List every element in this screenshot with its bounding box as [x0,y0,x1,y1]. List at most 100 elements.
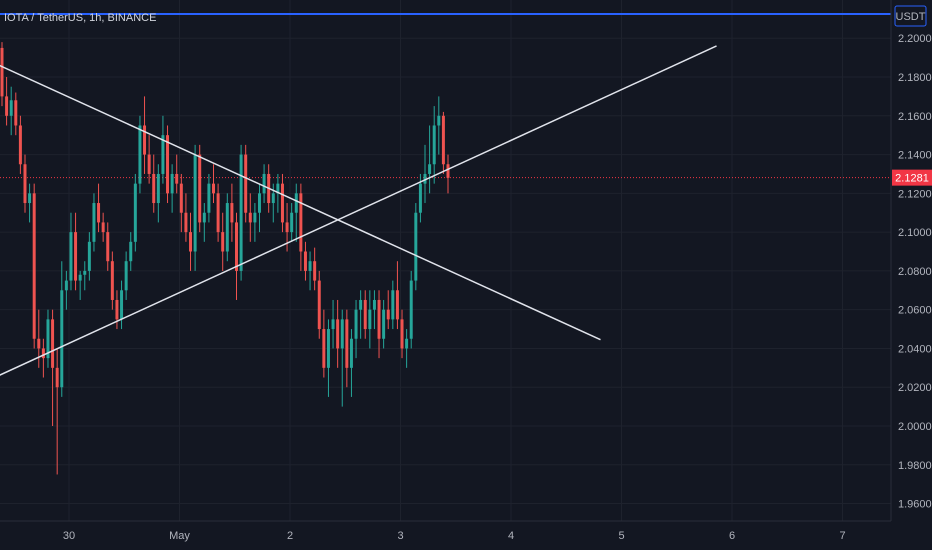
candle[interactable] [32,183,36,349]
candle[interactable] [326,319,330,397]
candle[interactable] [189,212,193,271]
candle[interactable] [409,270,413,349]
candle[interactable] [317,270,321,339]
candle[interactable] [147,135,151,184]
candle[interactable] [423,144,427,204]
candle[interactable] [313,247,317,291]
candle[interactable] [437,96,441,155]
candle[interactable] [225,193,229,262]
candle[interactable] [69,212,73,291]
candle[interactable] [0,42,4,107]
price-axis[interactable]: 2.2000 2.1800 2.1600 2.1400 2.1200 2.1000 2.08… [898,33,932,510]
candle[interactable] [152,154,156,213]
trendline-ascending[interactable] [0,45,717,393]
candle[interactable] [280,173,284,233]
candle[interactable] [331,299,335,349]
candle[interactable] [395,261,399,330]
candle[interactable] [290,203,294,242]
candle[interactable] [363,290,367,339]
candle[interactable] [129,232,133,271]
candle[interactable] [23,154,27,213]
candle[interactable] [414,203,418,291]
candle[interactable] [377,290,381,359]
candle[interactable] [303,241,307,281]
candle[interactable] [248,193,252,242]
candle[interactable] [46,309,50,368]
candle[interactable] [166,125,170,204]
candle[interactable] [101,212,105,242]
candle[interactable] [120,280,124,330]
candle[interactable] [230,183,234,242]
candle[interactable] [133,173,137,252]
candle[interactable] [60,261,64,397]
candle[interactable] [28,183,32,223]
candle[interactable] [405,329,409,368]
candle[interactable] [198,144,202,233]
candle[interactable] [97,183,101,233]
candle[interactable] [299,183,303,271]
candle[interactable] [244,144,248,223]
candle[interactable] [55,348,59,475]
candles[interactable] [0,42,450,475]
candle[interactable] [276,173,280,213]
candle[interactable] [400,309,404,359]
candle[interactable] [391,280,395,330]
candle[interactable] [322,309,326,378]
candle[interactable] [138,115,142,194]
candle[interactable] [14,92,18,136]
candle[interactable] [253,203,257,242]
candle[interactable] [349,329,353,397]
candle[interactable] [51,309,55,426]
candle[interactable] [446,154,450,194]
candle[interactable] [74,212,78,291]
candle[interactable] [18,115,22,174]
candle[interactable] [161,115,165,184]
candle[interactable] [64,270,68,310]
candle[interactable] [221,212,225,271]
candle[interactable] [336,299,340,368]
candle[interactable] [78,270,82,300]
candle[interactable] [308,251,312,291]
candle[interactable] [340,309,344,407]
candle[interactable] [5,77,9,126]
candle[interactable] [83,261,87,291]
candle[interactable] [216,183,220,242]
candle[interactable] [170,164,174,213]
candle[interactable] [9,86,13,136]
candle[interactable] [359,290,363,339]
candle[interactable] [354,299,358,359]
candle[interactable] [432,106,436,184]
candle[interactable] [41,338,45,378]
candle[interactable] [368,290,372,349]
candle[interactable] [441,111,445,174]
candle[interactable] [428,125,432,194]
candle[interactable] [235,212,238,300]
candle[interactable] [143,96,147,174]
candle[interactable] [92,193,96,252]
candle[interactable] [184,193,188,242]
candle[interactable] [37,309,41,368]
drawings[interactable] [0,13,891,393]
candle[interactable] [294,183,298,242]
candle[interactable] [345,309,349,388]
candle[interactable] [386,290,390,330]
currency-badge[interactable]: USDT [894,5,927,27]
candle[interactable] [212,164,215,204]
candle[interactable] [382,299,386,349]
candle[interactable] [239,144,243,281]
candle[interactable] [207,173,211,223]
candle[interactable] [124,251,128,300]
candle[interactable] [156,164,160,223]
candle[interactable] [115,290,119,330]
time-axis[interactable]: 30 May 2 3 4 5 6 7 [63,530,846,542]
trendline-descending[interactable] [0,40,601,341]
candle[interactable] [110,251,114,310]
candle[interactable] [87,232,91,281]
candle[interactable] [372,290,376,330]
candle[interactable] [179,173,183,233]
candle[interactable] [262,164,266,204]
candle[interactable] [202,203,206,242]
candle[interactable] [193,144,197,271]
